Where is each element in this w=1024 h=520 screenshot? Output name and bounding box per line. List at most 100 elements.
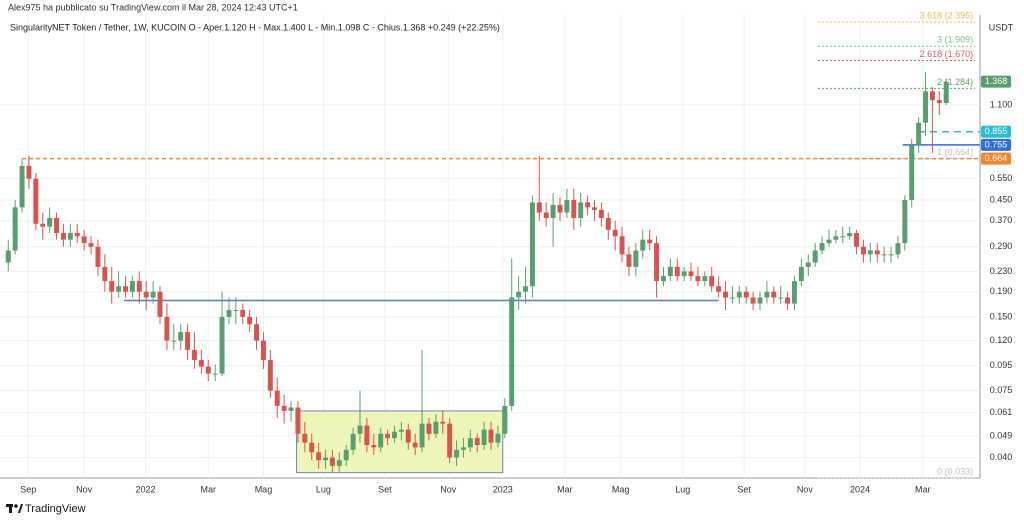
candle-body <box>695 276 701 282</box>
candle-body <box>716 286 722 292</box>
candle-body <box>674 266 680 277</box>
candle-body <box>316 452 322 461</box>
fib-label: 3 (1.909) <box>937 35 973 45</box>
candle-body <box>274 390 280 406</box>
candle-body <box>647 239 653 244</box>
candle-body <box>785 297 791 304</box>
fib-label: 0 (0.033) <box>937 466 973 476</box>
candle-body <box>54 217 60 233</box>
candle-body <box>688 271 694 277</box>
candle-body <box>40 223 46 227</box>
candle-body <box>723 291 728 298</box>
price-label-bg <box>981 138 1011 151</box>
price-label-bg <box>981 75 1011 88</box>
candle-body <box>598 209 604 218</box>
candle-body <box>929 91 935 101</box>
candle-body <box>571 199 577 218</box>
candle-body <box>936 100 942 103</box>
candle-body <box>233 310 239 312</box>
y-tick-label: 0.370 <box>990 215 1013 225</box>
candle-body <box>495 433 501 443</box>
candle-body <box>812 250 818 263</box>
candle-body <box>467 438 473 448</box>
price-label: 0.664 <box>985 153 1008 163</box>
candle-body <box>288 407 294 411</box>
candle-body <box>136 281 142 292</box>
candle-body <box>178 332 184 341</box>
candle-body <box>585 202 591 208</box>
candle-body <box>81 236 87 244</box>
x-tick-label: Set <box>737 484 751 494</box>
candle-body <box>667 266 673 277</box>
candle-body <box>385 433 391 439</box>
y-tick-label: 0.230 <box>990 266 1013 276</box>
candle-body <box>488 429 494 443</box>
y-tick-label: 0.049 <box>990 430 1013 440</box>
candle-body <box>881 254 887 256</box>
candle-body <box>502 405 508 434</box>
x-tick-label: Set <box>378 484 392 494</box>
x-tick-label: Sep <box>20 484 36 494</box>
candle-body <box>895 243 901 255</box>
candle-body <box>357 425 363 434</box>
candle-body <box>909 145 915 200</box>
candle-body <box>833 236 839 240</box>
candle-body <box>171 340 177 342</box>
x-tick-label: Nov <box>440 484 457 494</box>
candle-body <box>129 281 135 292</box>
candle-body <box>323 457 328 461</box>
candle-body <box>564 199 570 213</box>
candle-body <box>550 204 556 218</box>
candle-body <box>854 232 860 247</box>
candle-body <box>350 433 356 450</box>
candle-body <box>26 165 32 179</box>
candle-body <box>247 316 253 325</box>
candle-body <box>150 291 156 298</box>
candle-body <box>916 122 922 146</box>
candle-body <box>481 429 487 445</box>
y-tick-label: 0.550 <box>990 173 1013 183</box>
candle-body <box>729 297 735 299</box>
candle-body <box>943 81 949 103</box>
candle-body <box>819 243 825 251</box>
y-tick-label: 0.450 <box>990 194 1013 204</box>
fib-label: 2.618 (1.670) <box>920 49 974 59</box>
candle-body <box>474 438 480 445</box>
price-label-bg <box>981 152 1011 165</box>
x-tick-label: 2022 <box>136 484 156 494</box>
y-unit: USDT <box>989 22 1014 32</box>
brand: TradingView <box>25 503 86 515</box>
candle-body <box>516 291 522 298</box>
candle-body <box>378 433 384 448</box>
price-label-bg <box>981 125 1011 138</box>
candle-body <box>364 425 370 445</box>
fib-label: 3.618 (2.395) <box>920 10 974 20</box>
candle-body <box>192 349 197 361</box>
candle-body <box>343 449 349 461</box>
candle-body <box>447 423 453 458</box>
candle-body <box>847 232 853 237</box>
candle-body <box>798 266 804 282</box>
y-tick-label: 0.095 <box>990 360 1013 370</box>
candle-body <box>757 297 763 304</box>
candle-body <box>709 276 715 287</box>
candle-body <box>198 360 204 367</box>
candle-body <box>47 217 53 227</box>
candle-body <box>426 423 432 434</box>
x-tick-label: 2023 <box>493 484 513 494</box>
candle-body <box>143 291 149 298</box>
candle-body <box>440 421 446 424</box>
candle-body <box>529 202 535 287</box>
candle-body <box>702 276 708 282</box>
candle-body <box>412 442 418 448</box>
candle-body <box>826 239 832 244</box>
candle-body <box>923 91 928 123</box>
candle-body <box>419 423 425 448</box>
candle-body <box>157 291 163 317</box>
logo <box>6 504 23 513</box>
candle-body <box>633 250 639 267</box>
candle-body <box>736 291 742 298</box>
candle-body <box>557 204 563 213</box>
candle-body <box>329 457 335 466</box>
candle-body <box>281 405 287 411</box>
